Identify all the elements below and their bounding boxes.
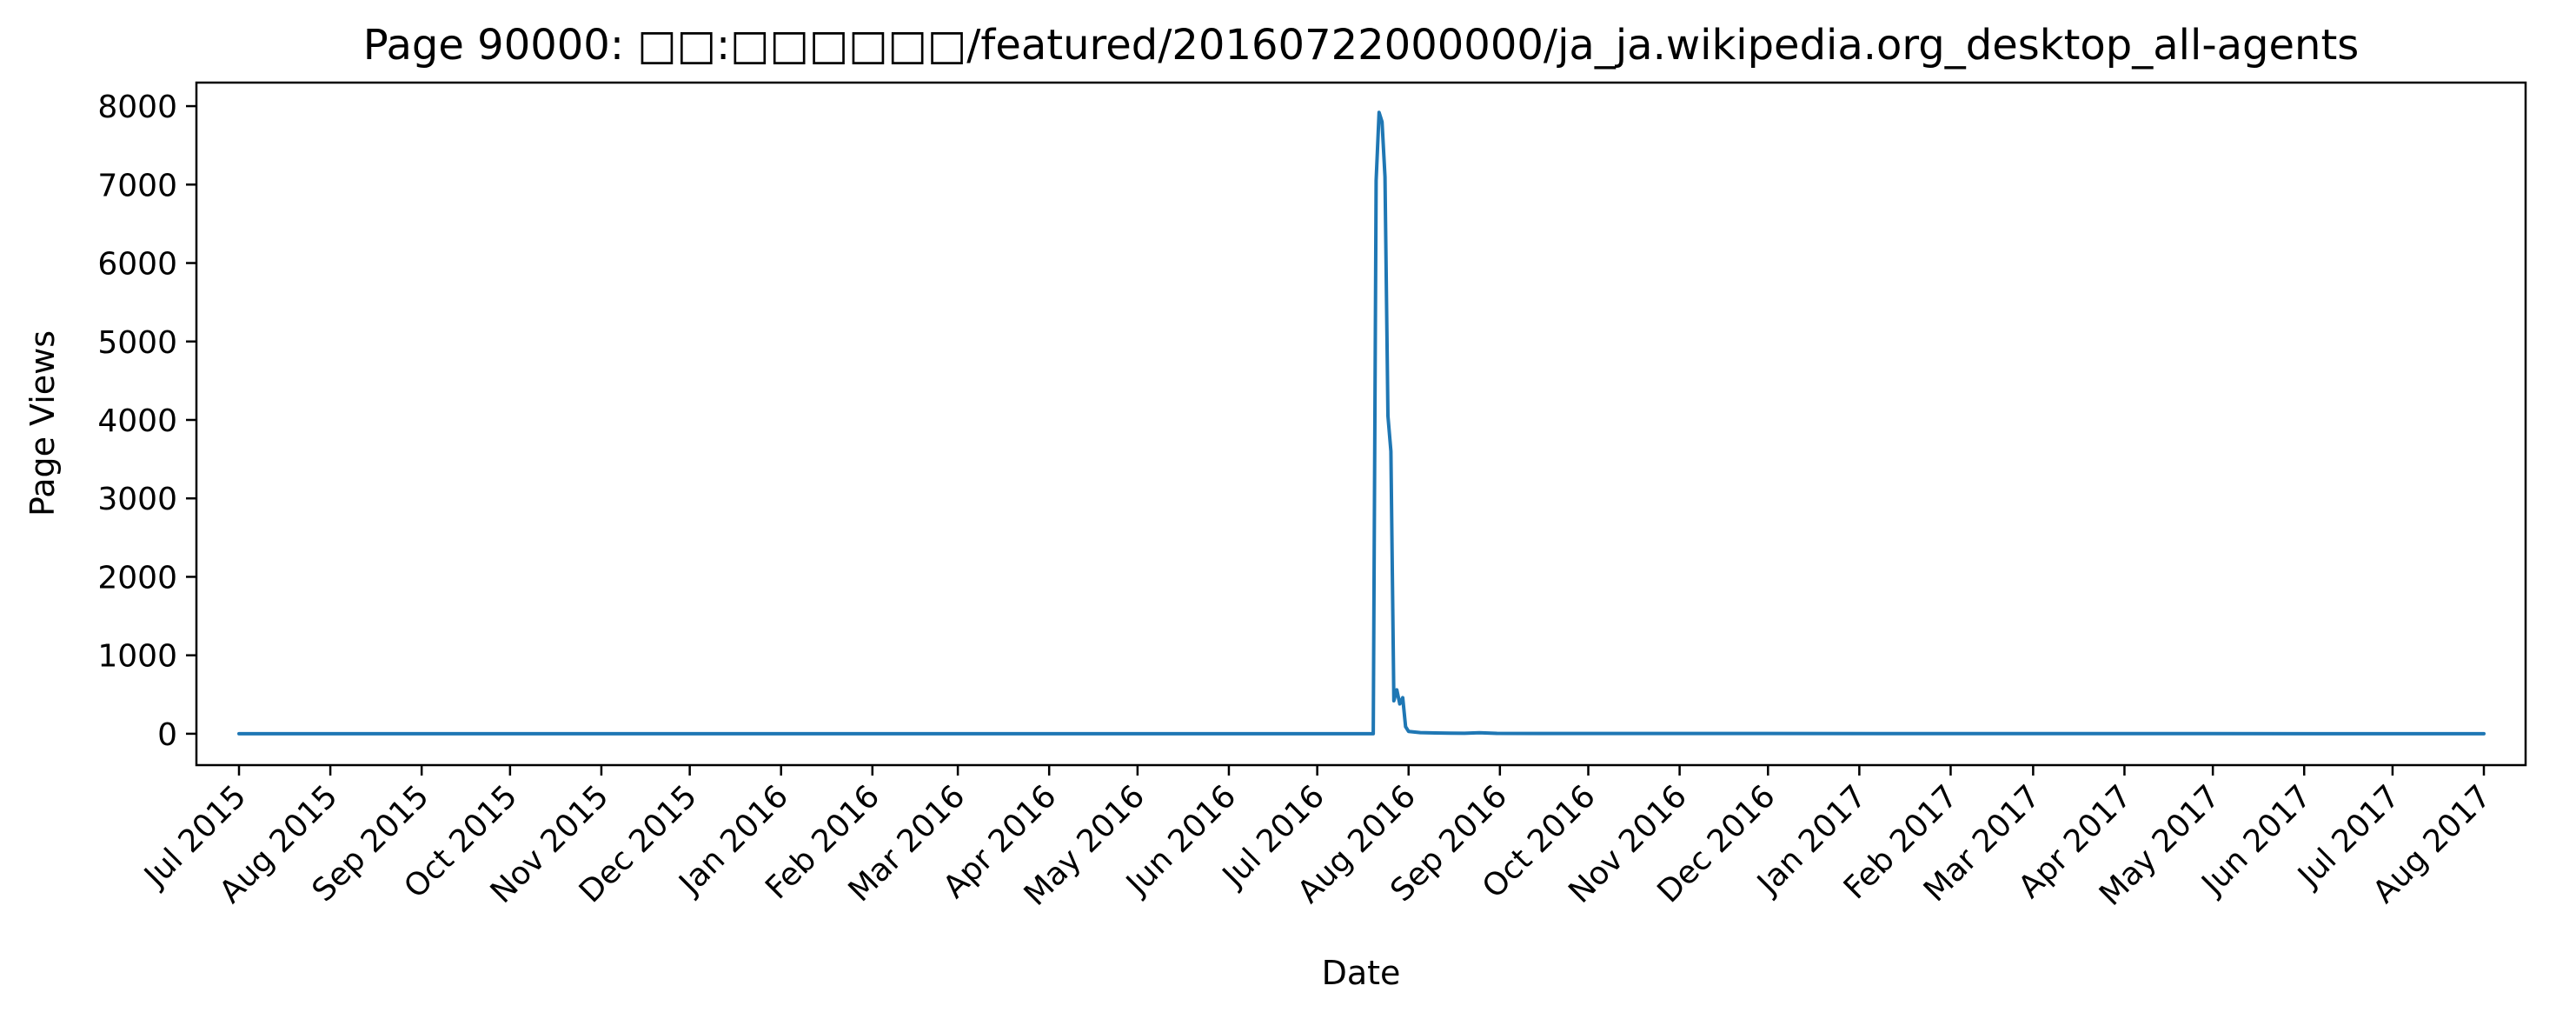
y-tick-label: 6000 bbox=[97, 247, 177, 283]
y-tick-label: 4000 bbox=[97, 403, 177, 439]
series-line bbox=[237, 110, 2486, 736]
series-group bbox=[237, 110, 2486, 736]
y-tick-label: 8000 bbox=[97, 90, 177, 125]
y-tick-label: 0 bbox=[157, 717, 177, 753]
chart-title: Page 90000: □□:□□□□□□/featured/201607220… bbox=[363, 21, 2360, 70]
y-tick-label: 2000 bbox=[97, 560, 177, 596]
x-axis-label: Date bbox=[1322, 954, 1401, 992]
y-axis-label: Page Views bbox=[23, 330, 62, 516]
y-tick-label: 3000 bbox=[97, 482, 177, 517]
plot-frame bbox=[195, 81, 2527, 767]
y-tick-label: 5000 bbox=[97, 325, 177, 361]
y-tick-label: 7000 bbox=[97, 168, 177, 203]
y-tick-label: 1000 bbox=[97, 639, 177, 675]
y-axis-ticks: 0 1000 2000 3000 4000 5000 6000 7000 8000 bbox=[97, 90, 196, 753]
